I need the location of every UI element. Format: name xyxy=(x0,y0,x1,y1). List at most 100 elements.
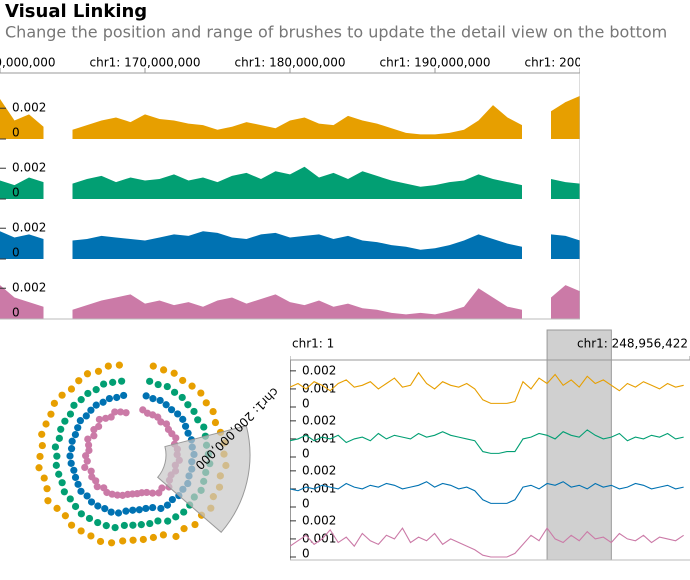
point xyxy=(211,418,220,427)
y-tick-label: 0 xyxy=(12,186,20,200)
point xyxy=(74,424,82,432)
point xyxy=(71,502,80,511)
point xyxy=(107,413,115,421)
y-tick-label: 0.001 xyxy=(302,481,336,495)
x-tick-label: chr1: 180,000,000 xyxy=(235,56,346,70)
point xyxy=(115,361,123,369)
point xyxy=(87,467,95,475)
point xyxy=(174,410,182,418)
point xyxy=(58,391,66,399)
point xyxy=(84,435,92,443)
point xyxy=(99,398,107,406)
point xyxy=(181,422,190,430)
point xyxy=(83,370,92,378)
point xyxy=(61,512,69,520)
point xyxy=(42,420,50,428)
point xyxy=(116,408,125,416)
point xyxy=(82,412,90,420)
point xyxy=(67,385,76,393)
point xyxy=(142,504,150,513)
point xyxy=(172,513,180,521)
y-tick-label: 0 xyxy=(12,306,20,320)
point xyxy=(50,399,58,407)
circular-tick xyxy=(228,428,233,431)
point xyxy=(113,491,121,499)
point xyxy=(66,495,74,503)
point xyxy=(200,423,208,431)
y-tick-label: 0.002 xyxy=(302,363,336,377)
point xyxy=(109,378,117,386)
point xyxy=(143,488,151,497)
brush xyxy=(156,425,251,533)
y-tick-label: 0 xyxy=(302,447,310,461)
point xyxy=(82,452,90,460)
point xyxy=(111,408,119,416)
point xyxy=(66,452,74,460)
point xyxy=(188,382,196,390)
point xyxy=(94,502,102,510)
y-tick-label: 0 xyxy=(12,126,20,140)
point xyxy=(163,382,171,391)
point xyxy=(180,508,188,516)
point xyxy=(178,393,186,402)
area xyxy=(72,231,522,259)
detail-view: chr1: 160,000,000 chr1: 170,000,000 chr1: … xyxy=(0,56,580,320)
point xyxy=(148,489,157,497)
point xyxy=(167,406,176,414)
line xyxy=(290,481,684,504)
line xyxy=(290,429,684,454)
point xyxy=(51,443,60,451)
point xyxy=(149,533,157,542)
point xyxy=(146,519,154,528)
point xyxy=(66,410,75,418)
point xyxy=(149,395,157,403)
point xyxy=(129,506,137,514)
point xyxy=(172,532,180,541)
point xyxy=(154,517,162,525)
point xyxy=(87,406,95,414)
page-title: Visual Linking xyxy=(5,1,147,22)
point xyxy=(139,535,147,544)
point xyxy=(139,406,147,414)
point xyxy=(77,527,85,535)
y-tick-label: 0.002 xyxy=(12,161,46,175)
point xyxy=(87,532,95,540)
point xyxy=(113,393,121,402)
point xyxy=(38,441,46,450)
point xyxy=(47,410,55,418)
page-subtitle: Change the position and range of brushes… xyxy=(5,23,667,42)
point xyxy=(40,474,48,482)
point xyxy=(57,425,65,433)
y-tick-label: 0.002 xyxy=(12,281,46,295)
area xyxy=(72,288,522,319)
point xyxy=(164,425,173,434)
point xyxy=(58,479,66,487)
area xyxy=(0,285,44,319)
point xyxy=(90,426,98,434)
y-tick-label: 0.002 xyxy=(302,513,336,527)
point xyxy=(83,492,91,500)
y-tick-label: 0 xyxy=(302,397,310,411)
y-tick-label: 0 xyxy=(302,497,310,511)
point xyxy=(92,386,100,394)
point xyxy=(74,480,82,488)
point xyxy=(149,362,157,370)
point xyxy=(122,409,130,417)
point xyxy=(76,417,84,425)
point xyxy=(119,537,127,545)
area xyxy=(72,166,522,199)
point xyxy=(162,420,171,428)
point xyxy=(67,445,76,453)
point xyxy=(87,498,96,506)
point xyxy=(38,430,46,438)
point xyxy=(44,497,52,505)
point xyxy=(184,429,192,437)
point xyxy=(164,517,172,525)
point xyxy=(84,441,93,449)
point xyxy=(60,488,68,496)
point xyxy=(122,507,130,515)
circular-view: chr1: 200,000,000 xyxy=(35,361,282,547)
point xyxy=(137,521,145,529)
point xyxy=(36,452,44,461)
point xyxy=(43,485,51,493)
